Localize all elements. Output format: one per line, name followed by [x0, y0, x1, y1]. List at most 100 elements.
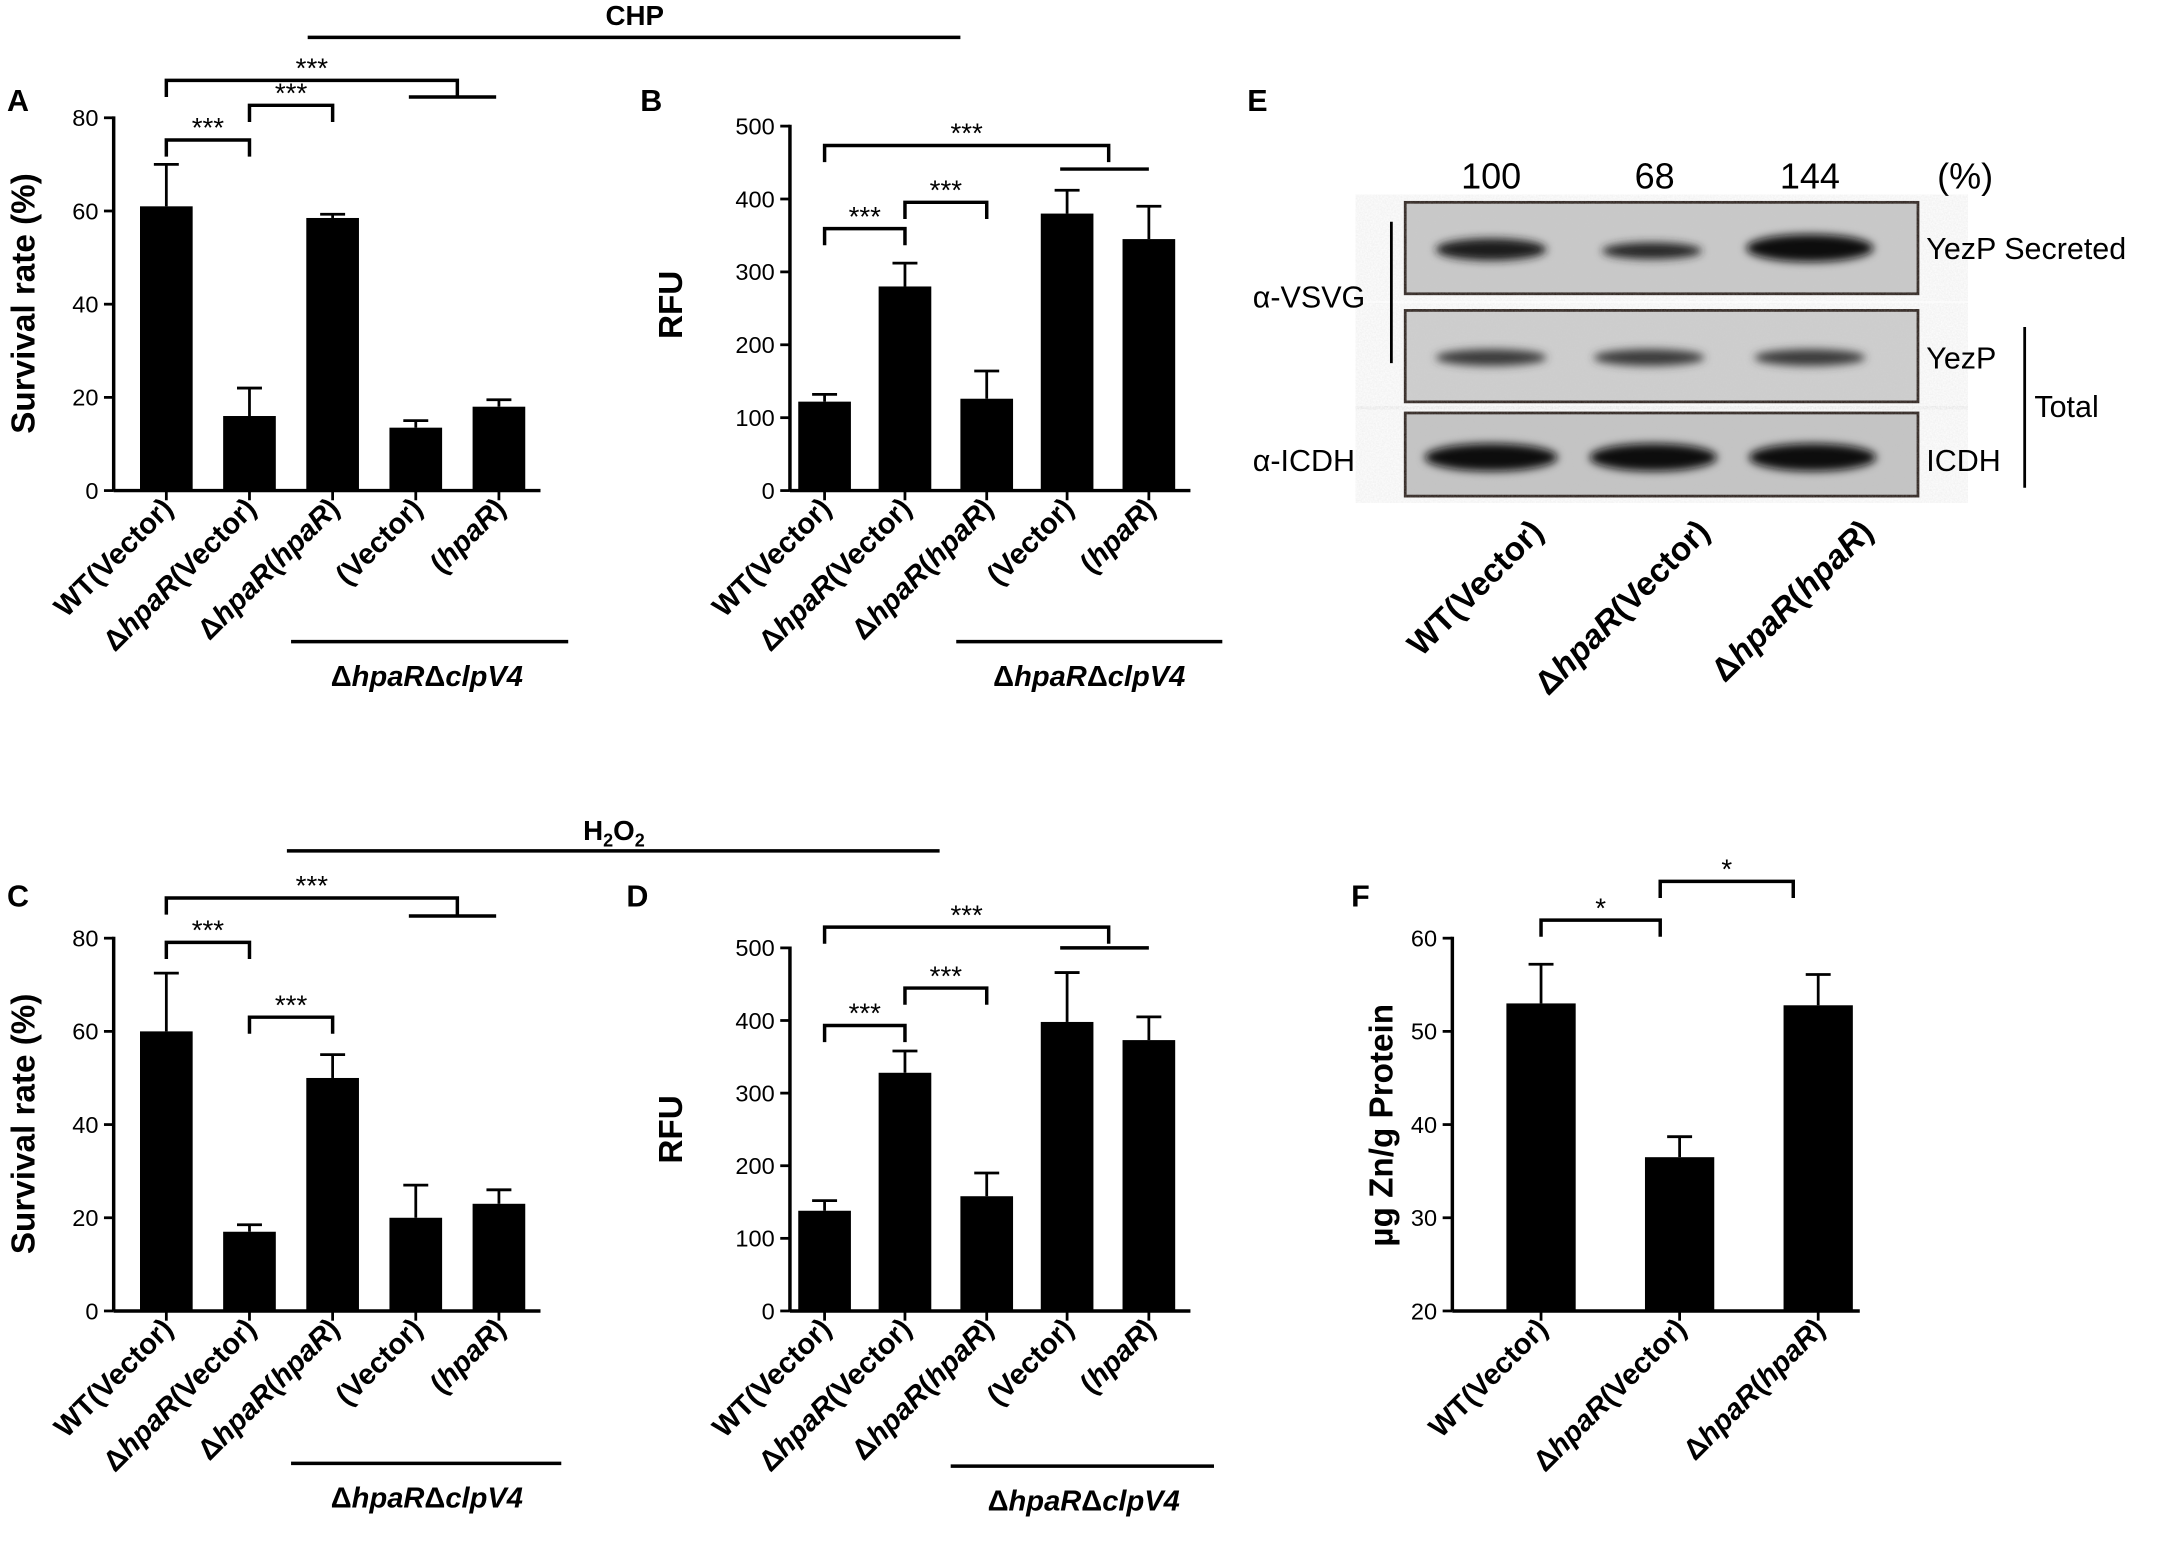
panel-letter-b: B: [640, 84, 662, 118]
panel-letter-c: C: [7, 879, 29, 913]
blot-percent-1: 100: [1461, 155, 1521, 196]
panel-b-y-tick-label: 300: [735, 259, 774, 285]
blot-label-yezp-total: YezP: [1926, 342, 1996, 376]
panel-c-significance-label: ***: [192, 915, 225, 946]
blot-strip-total: [1403, 309, 1920, 404]
panel-c-x-tick-label: ΔhpaR(hpaR): [192, 1313, 346, 1467]
panel-d-bar: [1122, 1040, 1176, 1311]
panel-a-significance-label: ***: [275, 78, 308, 109]
blot-lane-labels: WT(Vector)ΔhpaR(Vector)ΔhpaR(hpaR): [1401, 513, 1881, 702]
panel-letter-f: F: [1351, 879, 1370, 913]
panel-d-y-axis-label: RFU: [653, 1095, 690, 1163]
panel-f-x-tick-label: ΔhpaR(Vector): [1527, 1313, 1692, 1478]
panel-f-y-axis-label: µg Zn/g Protein: [1364, 1004, 1401, 1247]
panel-f-significance-label: *: [1595, 892, 1606, 923]
panel-f-bar: [1783, 1005, 1853, 1311]
panel-b-y-tick-label: 0: [762, 478, 775, 504]
panel-c-y-tick-label: 20: [72, 1205, 98, 1231]
blot-label-yezp-secreted: YezP Secreted: [1926, 232, 2126, 266]
panel-b-significance-bracket: [822, 143, 1111, 163]
panel-b-significance-bracket: [903, 200, 989, 219]
blot-label-icdh: ICDH: [1926, 444, 2000, 478]
panel-f-y-tick-label: 60: [1411, 925, 1437, 951]
panel-d-bar: [960, 1196, 1014, 1311]
blot-band-icdh-3: [1748, 443, 1877, 472]
blot-lane-label: ΔhpaR(hpaR): [1704, 513, 1880, 689]
panel-f-y-tick-label: 40: [1411, 1112, 1437, 1138]
chart-panel-b: 0100200300400500RFUWT(Vector)ΔhpaR(Vecto…: [653, 113, 1223, 693]
blot-band-secreted-2: [1602, 242, 1702, 260]
chart-panel-d: 0100200300400500RFUWT(Vector)ΔhpaR(Vecto…: [653, 899, 1214, 1518]
panel-d-significance-bracket: [822, 1023, 907, 1043]
panel-b-significance-label: ***: [950, 118, 983, 149]
panel-a-x-tick-label: (hpaR): [424, 492, 512, 580]
blot-antibody-icdh: α-ICDH: [1253, 444, 1355, 478]
panel-d-y-tick-label: 100: [735, 1226, 774, 1252]
panel-d-x-tick-label: (Vector): [981, 1313, 1080, 1412]
panel-c-y-tick-label: 60: [72, 1019, 98, 1045]
panel-b-bar: [798, 401, 851, 491]
blot-band-secreted-3: [1746, 234, 1874, 262]
panel-d-bar: [1040, 1021, 1094, 1311]
panel-a-y-tick-label: 0: [85, 478, 98, 504]
panel-c-significance-label: ***: [275, 989, 308, 1020]
panel-a-x-tick-label: ΔhpaR(Vector): [97, 492, 262, 657]
panel-b-significance-bracket: [822, 226, 907, 246]
panel-c-bar: [306, 1077, 359, 1311]
panel-a-bar: [223, 416, 276, 491]
panel-a-significance-bracket: [247, 103, 335, 122]
panel-f-y-tick-label: 50: [1411, 1019, 1437, 1045]
panel-a-group-label: ΔhpaRΔclpV4: [331, 661, 523, 693]
panel-b-x-tick-label: (Vector): [981, 492, 1080, 591]
panel-letter-a: A: [7, 84, 29, 118]
panel-b-y-tick-label: 500: [735, 113, 774, 139]
panel-b-bar: [1122, 239, 1176, 491]
panel-d-x-tick-label: (hpaR): [1074, 1313, 1162, 1401]
panel-d-significance-bracket: [822, 925, 1111, 944]
blot-lane-label: ΔhpaR(Vector): [1528, 513, 1717, 702]
group-title-h2o2-text: H2O2: [583, 815, 645, 851]
panel-b-significance-label: ***: [930, 175, 963, 206]
panel-b-x-tick-label: ΔhpaR(hpaR): [846, 492, 1000, 646]
panel-letter-d: D: [626, 879, 648, 913]
panel-d-y-tick-label: 500: [735, 935, 774, 961]
panel-c-y-axis-label: Survival rate (%): [6, 994, 43, 1255]
panel-f-significance-bracket: [1539, 918, 1662, 937]
panel-d-significance-bracket: [903, 986, 989, 1005]
panel-f-x-tick-label: WT(Vector): [1423, 1313, 1554, 1444]
panel-b-y-tick-label: 400: [735, 186, 774, 212]
panel-f-bar: [1644, 1157, 1715, 1311]
panel-c-y-tick-label: 40: [72, 1112, 98, 1138]
panel-c-y-tick-label: 0: [85, 1298, 98, 1324]
panel-c-bar: [140, 1031, 193, 1311]
panel-a-bar: [140, 206, 193, 491]
blot-percent-2: 68: [1635, 155, 1675, 196]
panel-c-group-label: ΔhpaRΔclpV4: [331, 1483, 523, 1515]
panel-c-x-tick-label: ΔhpaR(Vector): [97, 1313, 262, 1478]
panel-c-x-tick-label: (hpaR): [424, 1313, 512, 1401]
panel-c-bar: [223, 1231, 276, 1311]
panel-b-bar: [960, 398, 1014, 491]
panel-a-significance-label: ***: [296, 53, 329, 84]
panel-a-y-tick-label: 80: [72, 105, 98, 131]
panel-c-y-tick-label: 80: [72, 925, 98, 951]
blot-percent-unit: (%): [1937, 155, 1993, 196]
panel-f-bar: [1506, 1003, 1576, 1311]
panel-d-bar: [798, 1210, 851, 1311]
panel-b-y-tick-label: 100: [735, 405, 774, 431]
panel-c-bar: [472, 1203, 526, 1311]
group-title-chp-text: CHP: [605, 0, 664, 31]
panel-a-bar: [389, 427, 443, 491]
panel-f-significance-label: *: [1721, 854, 1732, 885]
panel-a-bar: [306, 217, 359, 491]
blot-label-total: Total: [2034, 390, 2098, 424]
panel-a-y-tick-label: 40: [72, 291, 98, 317]
blot-band-icdh-1: [1424, 443, 1558, 472]
blot-lane-label: WT(Vector): [1401, 513, 1551, 663]
panel-b-group-label: ΔhpaRΔclpV4: [993, 661, 1185, 693]
blot-strip-icdh: [1403, 411, 1920, 498]
